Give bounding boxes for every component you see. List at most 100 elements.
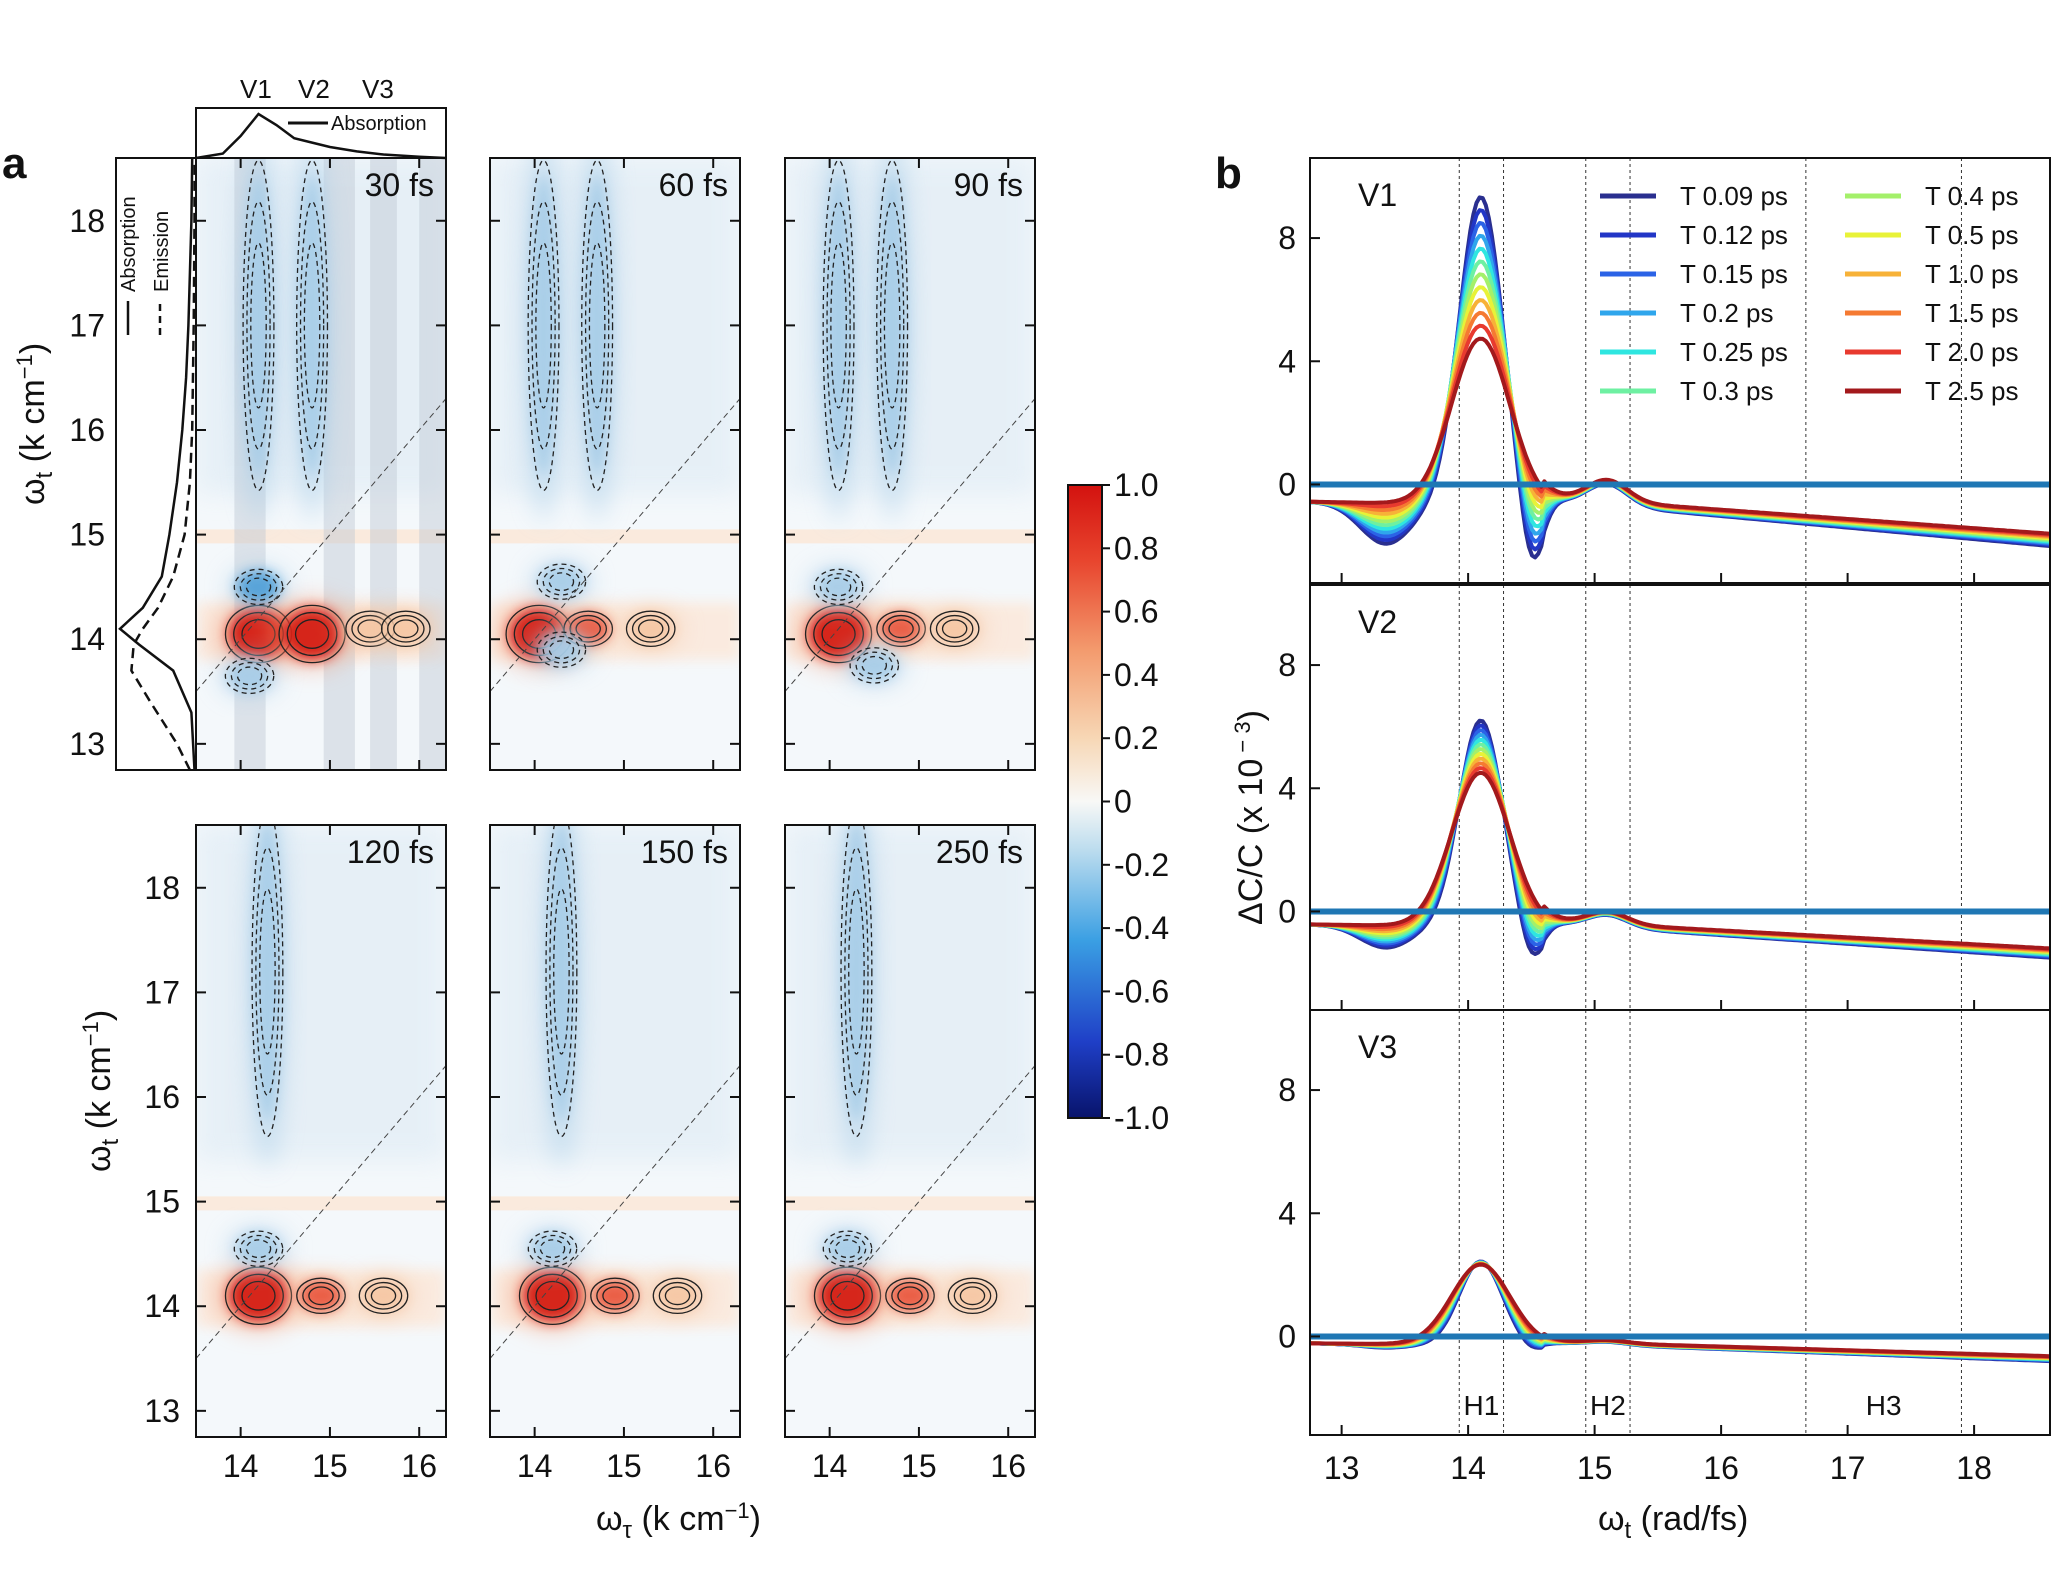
series-line xyxy=(1310,1262,2050,1359)
heatmap-frame xyxy=(489,157,741,771)
x-tick-label: 13 xyxy=(1324,1450,1360,1486)
heatmap-contour xyxy=(533,1234,572,1263)
y-tick-label: 13 xyxy=(144,1393,180,1429)
x-tick-label: 14 xyxy=(812,1448,848,1484)
legend-entry: T 0.2 ps xyxy=(1680,298,1773,328)
colorbar-tick-label: -1.0 xyxy=(1114,1100,1169,1136)
heatmap-peak xyxy=(253,825,282,1122)
heatmap-contour xyxy=(364,1281,403,1310)
colorbar-tick-label: 0.6 xyxy=(1114,594,1158,630)
diagonal-line xyxy=(196,1065,446,1359)
x-tick-label: 15 xyxy=(312,1448,348,1484)
side-inset: Absorption Emission xyxy=(115,157,197,771)
heatmap-contour xyxy=(536,563,587,600)
legend-entry: T 1.0 ps xyxy=(1925,259,2018,289)
time-label: 90 fs xyxy=(954,167,1023,203)
heatmap-contour xyxy=(255,847,280,1096)
heatmap-contour xyxy=(548,572,575,592)
y-tick-label: 0 xyxy=(1278,1318,1296,1354)
colorbar-tick-label: 0 xyxy=(1114,784,1132,820)
heatmap-contour xyxy=(539,1239,566,1259)
colorbar-gradient xyxy=(1067,484,1103,1119)
heatmap-contour xyxy=(590,1277,640,1315)
heatmap-contour xyxy=(527,1273,578,1318)
heatmap-contour xyxy=(941,619,968,639)
colorbar-tick-label: -0.6 xyxy=(1114,973,1169,1009)
heatmap-panel-3: 90 fs xyxy=(784,157,1036,771)
heatmap-frame xyxy=(784,157,1036,771)
y-tick-label: 18 xyxy=(144,870,180,906)
heatmap-peak xyxy=(628,612,673,645)
heatmap-contour xyxy=(929,610,980,648)
heatmap-panel-4: 14 15 16 13 14 15 16 17 18 120 fs xyxy=(144,824,447,1484)
heatmap-contour xyxy=(935,614,974,643)
heatmap-peak xyxy=(244,175,273,476)
time-label: 120 fs xyxy=(347,834,434,870)
heatmap-contour xyxy=(245,1239,272,1259)
heatmap-contour xyxy=(251,825,284,1138)
top-inset-label-v2: V2 xyxy=(298,74,330,104)
heatmap-contour xyxy=(825,577,852,597)
top-inset: V1 V2 V3 Absorption xyxy=(195,74,447,160)
heatmap-contour xyxy=(245,577,272,597)
heatmap-contour xyxy=(308,1286,334,1306)
side-inset-legend-emission: Emission xyxy=(151,211,173,292)
heatmap-contour xyxy=(581,159,614,492)
x-tick-label: 14 xyxy=(517,1448,553,1484)
heatmap-peak xyxy=(817,1269,878,1322)
colorbar-tick-label: 1.0 xyxy=(1114,467,1158,503)
y-tick-label: 8 xyxy=(1278,220,1296,256)
subpanel-label: V3 xyxy=(1358,1029,1397,1065)
panel-a-xlabel: ωτ (k cm−1) xyxy=(596,1498,761,1544)
heatmap-contour xyxy=(535,242,552,409)
heatmap-contour xyxy=(224,657,275,695)
y-tick-label: 14 xyxy=(144,1288,180,1324)
heatmap-panel-2: 60 fs xyxy=(489,157,741,771)
heatmap-contour xyxy=(527,1230,578,1267)
x-tick-label: 17 xyxy=(1830,1450,1866,1486)
series-line xyxy=(1310,742,2050,956)
heatmap-contour xyxy=(250,242,267,409)
heatmap-peak xyxy=(842,825,871,1122)
heatmap-contour xyxy=(625,610,676,648)
heatmap-contour xyxy=(536,631,587,668)
region-label: H3 xyxy=(1866,1390,1902,1421)
heatmap-peak xyxy=(816,570,861,603)
diagonal-line xyxy=(785,1065,1035,1359)
panel-a-letter: a xyxy=(2,139,27,188)
heatmap-contour xyxy=(652,1277,703,1315)
heatmap-peak xyxy=(593,1279,637,1312)
side-inset-absorption-curve xyxy=(118,157,196,771)
subpanel-v3: 0 4 8 13 14 15 16 17 18 V3 H1 H2 H3 xyxy=(1278,1009,2051,1486)
heatmap-contour xyxy=(813,611,864,657)
side-inset-frame xyxy=(115,157,197,771)
heatmap-contour xyxy=(358,1277,409,1315)
y-tick-label: 0 xyxy=(1278,466,1296,502)
panel-b-ylabel: ΔC/C (x 10 − 3) xyxy=(1230,710,1270,925)
heatmap-contour xyxy=(393,619,419,639)
heatmap-contour xyxy=(241,1280,276,1311)
diagonal-line xyxy=(490,398,740,692)
y-tick-label: 18 xyxy=(69,203,105,239)
diagonal-line xyxy=(196,398,446,692)
panel-b-xlabel: ωt (rad/fs) xyxy=(1598,1500,1748,1544)
y-tick-label: 13 xyxy=(69,726,105,762)
heatmap-contour xyxy=(888,619,914,639)
heatmap-contour xyxy=(637,619,664,639)
heatmap-contour xyxy=(380,610,431,648)
x-tick-label: 15 xyxy=(901,1448,937,1484)
legend-entry: T 0.25 ps xyxy=(1680,337,1788,367)
x-tick-label: 15 xyxy=(1577,1450,1613,1486)
subpanel-frame xyxy=(1309,1009,2051,1436)
subpanel-frame xyxy=(1309,157,2051,584)
heatmap-contour xyxy=(953,1281,992,1310)
side-inset-legend-absorption: Absorption xyxy=(118,196,140,292)
y-tick-label: 17 xyxy=(69,307,105,343)
series-line xyxy=(1310,336,2050,536)
x-tick-label: 14 xyxy=(223,1448,259,1484)
legend-entry: T 0.5 ps xyxy=(1925,220,2018,250)
heatmap-peak xyxy=(825,1232,870,1265)
panel-a-ylabel-top: ωt (k cm−1) xyxy=(12,343,58,505)
colorbar-tick-label: -0.4 xyxy=(1114,910,1169,946)
x-tick-label: 16 xyxy=(990,1448,1026,1484)
